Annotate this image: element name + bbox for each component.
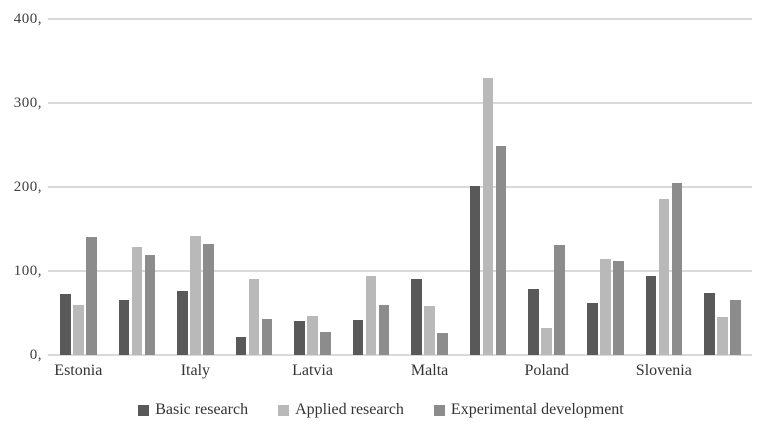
x-tick-label-italy: Italy bbox=[180, 362, 211, 379]
bar bbox=[495, 145, 507, 355]
bar bbox=[248, 279, 260, 355]
bar bbox=[118, 299, 130, 355]
gridline-0 bbox=[48, 354, 752, 356]
bar bbox=[261, 318, 273, 355]
legend-swatch-experimental-development bbox=[433, 404, 445, 416]
gridline-100 bbox=[48, 270, 752, 272]
legend-label-basic-research: Basic research bbox=[155, 401, 249, 418]
legend: Basic research Applied research Experime… bbox=[0, 401, 762, 419]
y-tick-label-400: 400, bbox=[13, 11, 42, 27]
bar bbox=[177, 291, 188, 355]
bar bbox=[73, 305, 84, 355]
bar bbox=[411, 279, 422, 355]
x-tick-label-poland: Poland bbox=[524, 362, 569, 379]
x-axis-labels: Estonia Italy Latvia Malta Poland Slovenia bbox=[0, 360, 762, 384]
bar bbox=[645, 276, 657, 355]
legend-item-applied-research: Applied research bbox=[278, 401, 404, 419]
bar bbox=[365, 276, 377, 355]
bar bbox=[378, 304, 390, 355]
bar bbox=[528, 289, 539, 355]
bar bbox=[586, 302, 598, 355]
bar bbox=[599, 259, 611, 355]
legend-label-experimental-development: Experimental development bbox=[450, 401, 624, 418]
x-tick-label-malta: Malta bbox=[410, 362, 449, 379]
plot-area bbox=[48, 18, 752, 356]
bar bbox=[469, 186, 481, 355]
bar bbox=[612, 260, 624, 355]
bar bbox=[437, 333, 448, 355]
bar bbox=[730, 299, 741, 355]
bar bbox=[203, 244, 214, 355]
gridline-300 bbox=[48, 102, 752, 104]
y-tick-label-0: 0, bbox=[29, 347, 42, 363]
legend-item-experimental-development: Experimental development bbox=[433, 401, 624, 419]
bar bbox=[235, 336, 247, 355]
bar bbox=[307, 316, 318, 355]
bar bbox=[482, 77, 494, 355]
gridline-400 bbox=[48, 18, 752, 20]
bar bbox=[190, 235, 201, 355]
bar bbox=[717, 317, 728, 355]
legend-swatch-basic-research bbox=[138, 404, 150, 416]
bar bbox=[424, 306, 435, 355]
bar bbox=[541, 328, 552, 355]
gridline-200 bbox=[48, 186, 752, 188]
legend-item-basic-research: Basic research bbox=[138, 401, 248, 419]
y-tick-label-200: 200, bbox=[13, 179, 42, 195]
y-tick-label-100: 100, bbox=[13, 263, 42, 279]
x-tick-label-latvia: Latvia bbox=[292, 362, 333, 379]
bar bbox=[86, 237, 97, 355]
bar bbox=[658, 198, 670, 355]
bar bbox=[671, 182, 683, 355]
y-tick-label-300: 300, bbox=[13, 95, 42, 111]
bar bbox=[320, 332, 331, 355]
bar bbox=[352, 319, 364, 355]
legend-label-applied-research: Applied research bbox=[295, 401, 404, 418]
x-tick-label-estonia: Estonia bbox=[54, 362, 103, 379]
bar bbox=[704, 292, 715, 355]
bar bbox=[131, 247, 143, 355]
bar bbox=[294, 321, 305, 355]
y-axis-labels: 0, 100, 200, 300, 400, bbox=[0, 0, 42, 363]
bar bbox=[144, 255, 156, 355]
x-tick-label-slovenia: Slovenia bbox=[635, 362, 692, 379]
bar bbox=[554, 244, 565, 355]
bar bbox=[60, 293, 71, 355]
legend-swatch-applied-research bbox=[278, 404, 290, 416]
